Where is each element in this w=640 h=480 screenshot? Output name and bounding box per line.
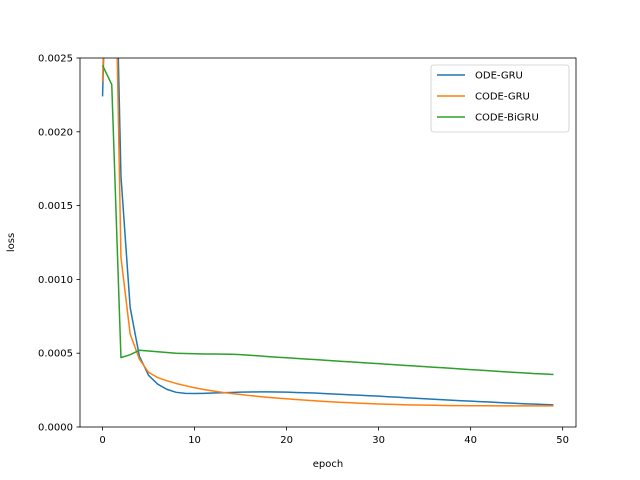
legend: ODE-GRU CODE-GRU CODE-BiGRU (430, 64, 570, 133)
legend-label: ODE-GRU (475, 71, 523, 82)
y-tick-label: 0.0010 (38, 275, 73, 286)
y-axis-label: loss (6, 233, 17, 252)
x-tick-label: 20 (280, 435, 293, 446)
series-line-ode-gru (101, 58, 554, 406)
x-axis-label: epoch (313, 459, 343, 470)
series-layer (101, 58, 554, 407)
x-tick-label: 30 (372, 435, 385, 446)
x-tick-label: 0 (99, 435, 105, 446)
y-tick-label: 0.0025 (38, 54, 73, 65)
y-tick-label: 0.0015 (38, 201, 73, 212)
y-tick-label: 0.0005 (38, 349, 73, 360)
x-tick-label: 10 (188, 435, 201, 446)
y-tick-label: 0.0000 (38, 423, 73, 434)
axes-layer: 0 10 20 30 40 50 0.0000 0.0005 0.0010 0.0015 0.002… (38, 54, 577, 446)
series-line-code-bigru (101, 65, 554, 376)
y-tick-label: 0.0020 (38, 127, 73, 138)
x-tick-label: 40 (464, 435, 477, 446)
axes-frame (79, 57, 577, 428)
legend-label: CODE-GRU (475, 92, 530, 103)
legend-box (430, 64, 570, 133)
legend-label: CODE-BiGRU (475, 113, 539, 124)
series-line-code-gru (101, 58, 554, 407)
x-tick-label: 50 (556, 435, 569, 446)
